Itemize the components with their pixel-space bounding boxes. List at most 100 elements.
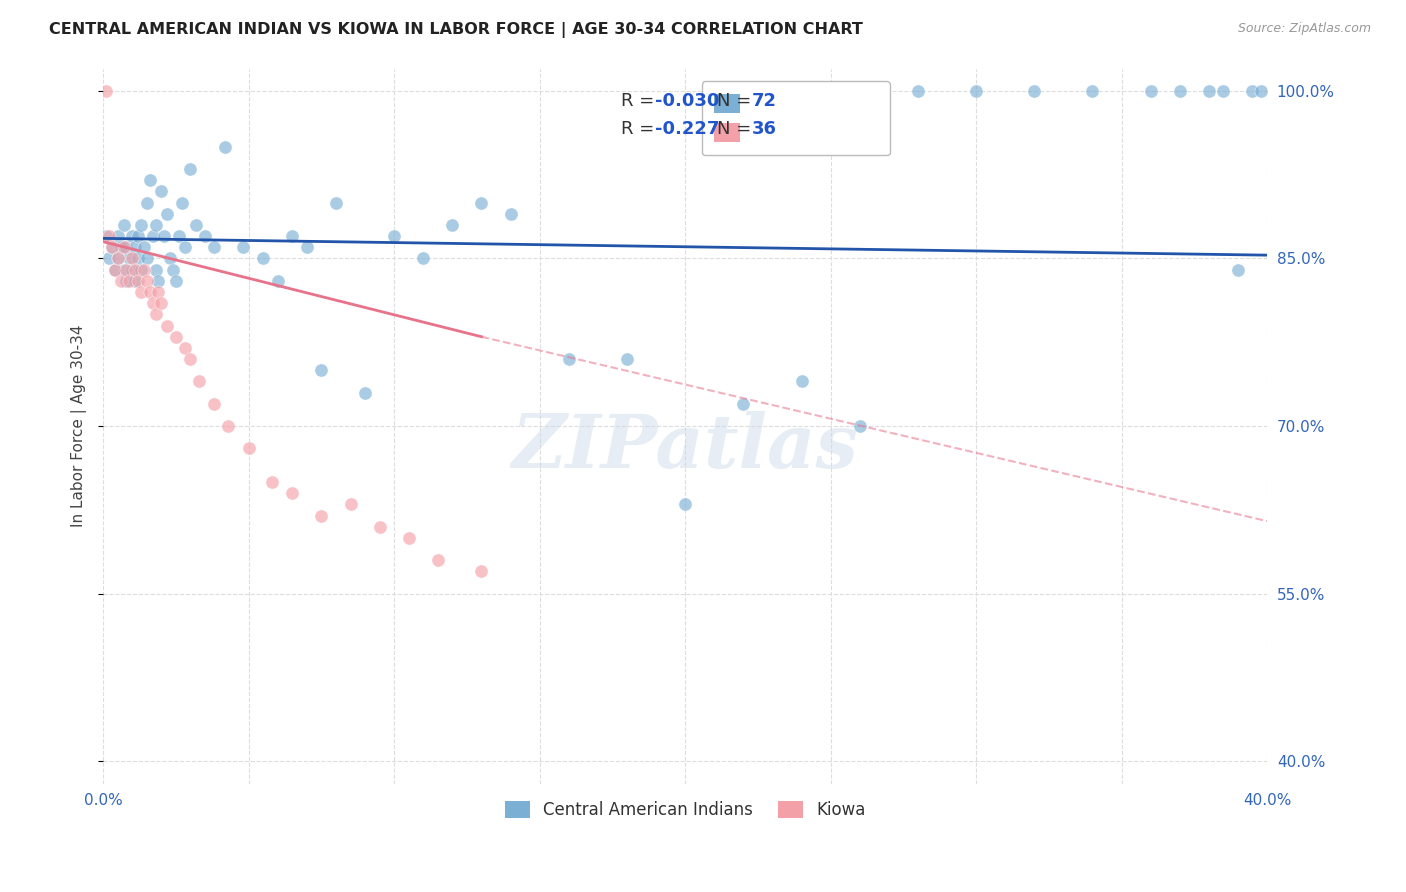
Point <box>217 419 239 434</box>
Point <box>1226 262 1249 277</box>
Point <box>1081 84 1104 98</box>
Point <box>1250 84 1272 98</box>
Point <box>142 229 165 244</box>
Point <box>101 240 124 254</box>
Point <box>1198 84 1220 98</box>
Text: CENTRAL AMERICAN INDIAN VS KIOWA IN LABOR FORCE | AGE 30-34 CORRELATION CHART: CENTRAL AMERICAN INDIAN VS KIOWA IN LABO… <box>49 22 863 38</box>
Point <box>135 274 157 288</box>
Point <box>616 352 638 367</box>
Text: 72: 72 <box>751 92 776 110</box>
Point <box>121 262 143 277</box>
Text: R =: R = <box>621 92 659 110</box>
Point <box>156 318 179 333</box>
Point <box>194 229 217 244</box>
Point <box>110 240 132 254</box>
Point <box>139 285 162 299</box>
Point <box>115 262 138 277</box>
Point <box>202 240 225 254</box>
Point <box>441 218 464 232</box>
Point <box>107 252 129 266</box>
Point <box>311 363 333 377</box>
Point <box>382 229 405 244</box>
Point <box>94 229 117 244</box>
Point <box>129 262 152 277</box>
Text: R =: R = <box>621 120 659 138</box>
Point <box>214 140 236 154</box>
Y-axis label: In Labor Force | Age 30-34: In Labor Force | Age 30-34 <box>72 325 87 527</box>
Point <box>470 195 492 210</box>
Point <box>252 252 274 266</box>
Point <box>159 252 181 266</box>
Point <box>150 185 173 199</box>
Point <box>295 240 318 254</box>
Text: N =: N = <box>717 120 756 138</box>
Text: Source: ZipAtlas.com: Source: ZipAtlas.com <box>1237 22 1371 36</box>
Point <box>260 475 283 489</box>
Point <box>115 240 138 254</box>
Point <box>153 229 176 244</box>
Point <box>145 307 167 321</box>
Point <box>1168 84 1191 98</box>
Point <box>165 274 187 288</box>
Point <box>94 84 117 98</box>
Point <box>398 531 420 545</box>
Point <box>139 173 162 187</box>
Point <box>127 252 149 266</box>
Point <box>98 252 121 266</box>
Point <box>124 262 146 277</box>
Point <box>238 442 260 456</box>
Point <box>167 229 190 244</box>
Point <box>165 329 187 343</box>
Point <box>311 508 333 523</box>
Point <box>965 84 987 98</box>
Point <box>1212 84 1234 98</box>
Point <box>150 296 173 310</box>
Point <box>267 274 290 288</box>
Point <box>790 375 813 389</box>
Point <box>129 218 152 232</box>
Point <box>186 218 208 232</box>
Point <box>115 274 138 288</box>
Text: -0.030: -0.030 <box>655 92 720 110</box>
Point <box>470 565 492 579</box>
Point <box>112 218 135 232</box>
Point <box>107 229 129 244</box>
Point <box>129 285 152 299</box>
Point <box>148 285 170 299</box>
Point <box>173 240 195 254</box>
Legend: Central American Indians, Kiowa: Central American Indians, Kiowa <box>498 794 872 825</box>
Point <box>145 218 167 232</box>
Point <box>135 195 157 210</box>
Point <box>188 375 211 389</box>
Point <box>325 195 347 210</box>
Point <box>104 262 127 277</box>
Point <box>156 207 179 221</box>
Point <box>426 553 449 567</box>
Point <box>112 262 135 277</box>
Point <box>132 262 155 277</box>
Point <box>354 385 377 400</box>
Point <box>1024 84 1046 98</box>
Point <box>412 252 434 266</box>
Point <box>558 352 581 367</box>
Point <box>112 240 135 254</box>
Point <box>281 486 304 500</box>
Point <box>170 195 193 210</box>
Point <box>132 240 155 254</box>
Text: -0.227: -0.227 <box>655 120 720 138</box>
Point <box>104 262 127 277</box>
Point <box>118 252 141 266</box>
Point <box>118 274 141 288</box>
Point <box>179 352 201 367</box>
Point <box>1139 84 1161 98</box>
Point <box>499 207 522 221</box>
Point <box>124 240 146 254</box>
Point <box>101 240 124 254</box>
Point <box>848 419 870 434</box>
Text: 36: 36 <box>751 120 776 138</box>
Point <box>1241 84 1264 98</box>
Text: N =: N = <box>717 92 756 110</box>
Point <box>173 341 195 355</box>
Point <box>124 274 146 288</box>
Point <box>162 262 184 277</box>
